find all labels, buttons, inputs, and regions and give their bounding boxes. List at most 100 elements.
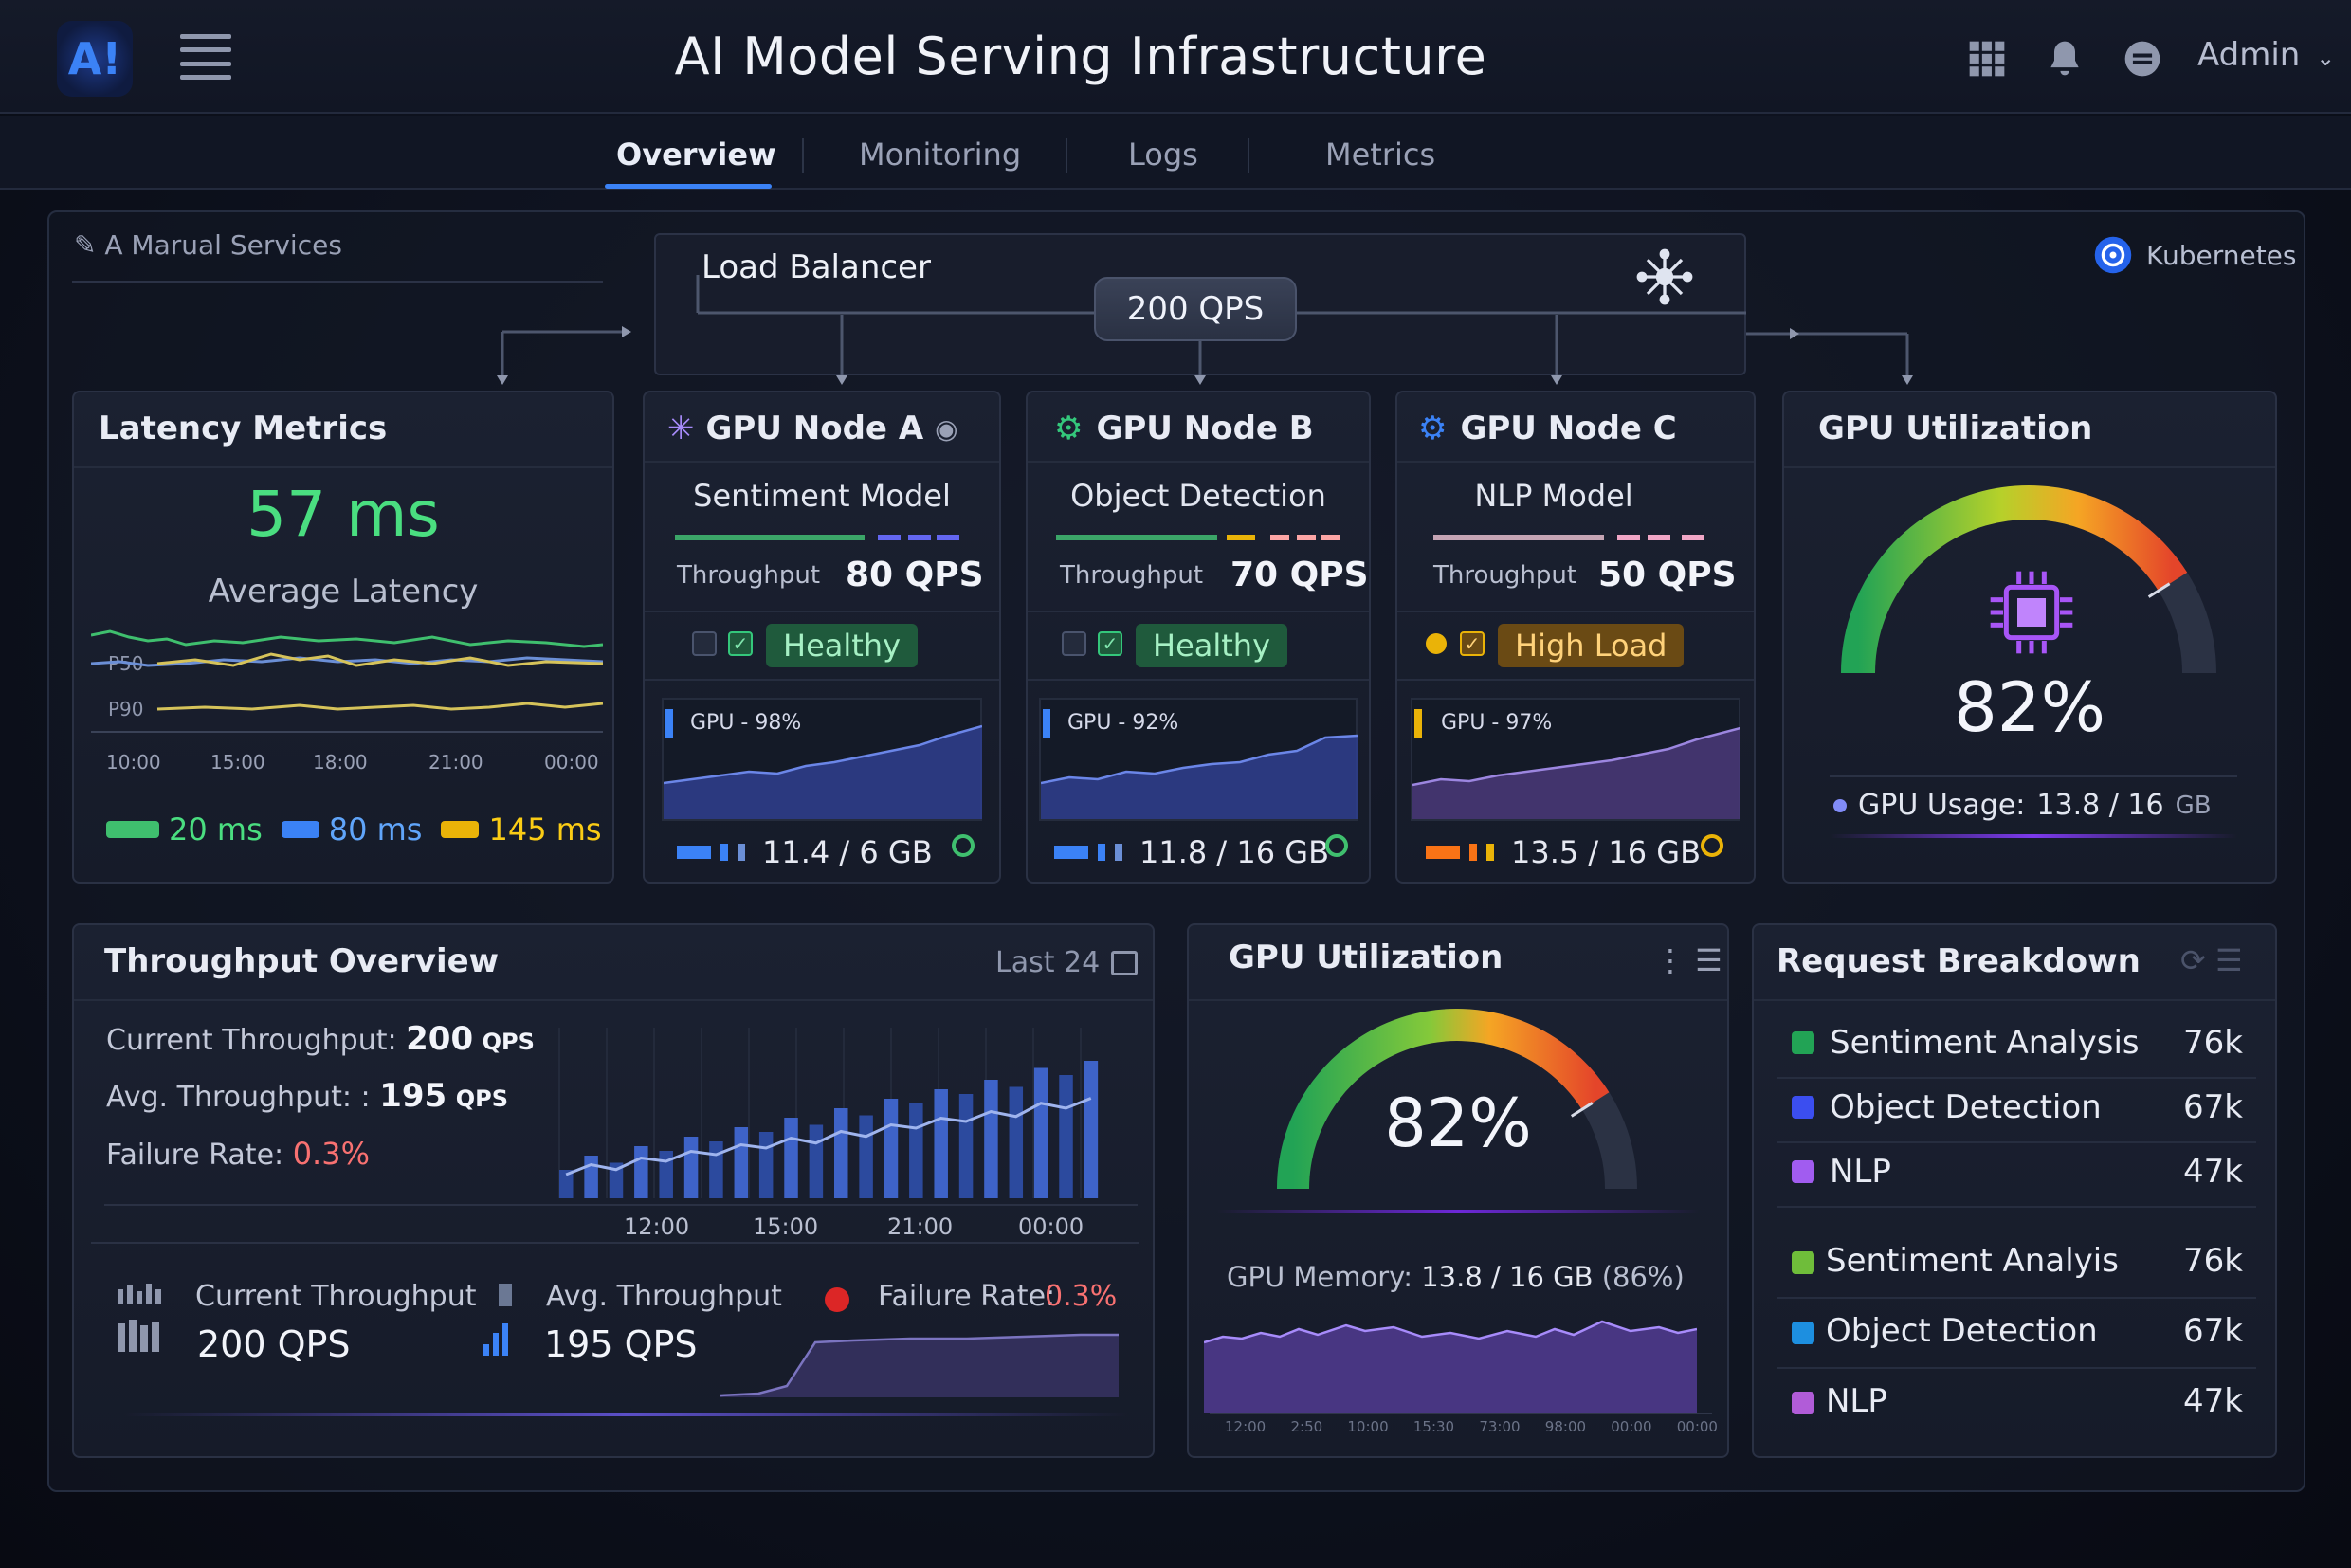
bell-icon[interactable] xyxy=(2044,38,2086,80)
gpu-node-b-checkbox[interactable] xyxy=(1062,631,1086,656)
kubernetes-badge[interactable]: Kubernetes xyxy=(2093,235,2297,275)
tab-overview[interactable]: Overview xyxy=(616,137,776,173)
time-range-selector[interactable]: Last 24 xyxy=(995,946,1139,979)
grid-icon[interactable] xyxy=(1966,38,2008,80)
kubernetes-icon xyxy=(2094,236,2132,274)
request-row[interactable]: Object Detection 67k xyxy=(1777,1081,2256,1143)
request-row[interactable]: NLP 47k xyxy=(1777,1371,2256,1439)
tab-bar xyxy=(0,116,2351,190)
tab-divider xyxy=(1066,138,1067,173)
eye-icon[interactable]: ◉ xyxy=(935,412,958,445)
gpu-node-c-progress xyxy=(1433,535,1704,540)
gpu-node-c-checkbox-checked[interactable]: ✓ xyxy=(1460,631,1485,656)
gpu-node-a-status: Healthy xyxy=(766,624,919,667)
gpu-node-b-status-icon xyxy=(1325,834,1348,857)
gpu-utilization-mid-gauge xyxy=(1277,1009,1637,1190)
chat-icon[interactable] xyxy=(2122,38,2163,80)
divider xyxy=(91,1242,1139,1244)
load-balancer-label: Load Balancer xyxy=(702,248,931,286)
gpu-node-c-accent xyxy=(1414,709,1422,738)
memory-time-tick: 15:30 xyxy=(1412,1418,1455,1435)
failure-trend-sparkline xyxy=(720,1333,1119,1397)
tab-metrics[interactable]: Metrics xyxy=(1325,137,1436,173)
throughput-bar xyxy=(1009,1086,1024,1198)
gpu-node-c-status: High Load xyxy=(1498,624,1685,667)
services-label[interactable]: ✎ A Marual Services xyxy=(74,229,342,261)
gpu-node-a-status-icon xyxy=(952,834,975,857)
gpu-node-a-checkbox[interactable] xyxy=(692,631,717,656)
failure-indicator-icon xyxy=(825,1287,849,1312)
gpu-node-a-memory: 11.4 / 6 GB xyxy=(677,834,933,870)
tab-logs[interactable]: Logs xyxy=(1128,137,1198,173)
gpu-node-c-header xyxy=(1397,392,1754,463)
legend-swatch xyxy=(1792,1031,1814,1054)
p90-label: P90 xyxy=(108,698,144,720)
gpu-node-a-checkbox-checked[interactable]: ✓ xyxy=(728,631,753,656)
throughput-header xyxy=(74,925,1153,1001)
legend-swatch xyxy=(1792,1322,1814,1344)
tab-monitoring[interactable]: Monitoring xyxy=(859,137,1022,173)
gpu-node-b-status: Healthy xyxy=(1136,624,1288,667)
glow-line xyxy=(123,1413,1128,1416)
summary-failure-label: Failure Rate: xyxy=(878,1280,1056,1313)
gpu-node-a-usage: GPU - 98% xyxy=(690,711,802,735)
request-breakdown-header xyxy=(1754,925,2275,1001)
latency-legend: 20 ms 80 ms 145 ms xyxy=(106,811,602,848)
active-tab-indicator xyxy=(605,184,772,189)
gpu-node-b-checkbox-checked[interactable]: ✓ xyxy=(1098,631,1122,656)
memory-time-tick: 00:00 xyxy=(1611,1418,1652,1435)
gear-icon: ⚙ xyxy=(1418,410,1448,447)
throughput-bar xyxy=(934,1089,948,1198)
gpu-utilization-mid-header xyxy=(1189,925,1727,1001)
gpu-utilization-gauge xyxy=(1841,485,2216,674)
request-row[interactable]: NLP 47k xyxy=(1777,1145,2256,1208)
latency-title: Latency Metrics xyxy=(99,410,388,447)
memory-time-tick: 98:00 xyxy=(1544,1418,1587,1435)
gpu-utilization-title: GPU Utilization xyxy=(1818,410,2093,447)
request-breakdown-title: Request Breakdown xyxy=(1777,942,2141,980)
gpu-node-a-throughput-label: Throughput xyxy=(677,561,821,590)
legend-swatch xyxy=(1792,1251,1814,1274)
legend-swatch xyxy=(1792,1096,1814,1119)
gpu-node-a-header xyxy=(645,392,999,463)
memory-time-tick: 12:00 xyxy=(1225,1418,1267,1435)
latency-series-blue xyxy=(91,656,603,667)
latency-time-tick: 18:00 xyxy=(313,751,368,774)
chevron-down-icon: ⌄ xyxy=(2316,45,2336,71)
throughput-bar xyxy=(758,1132,774,1198)
summary-avg-label: Avg. Throughput xyxy=(546,1280,782,1313)
request-row[interactable]: Sentiment Analyis 76k xyxy=(1777,1231,2256,1299)
gpu-node-c-area-chart xyxy=(1412,726,1740,819)
throughput-bar xyxy=(834,1108,848,1198)
latency-series-amber xyxy=(156,652,603,667)
gpu-node-c-usage: GPU - 97% xyxy=(1441,711,1553,735)
throughput-bar xyxy=(634,1146,648,1198)
summary-current-label: Current Throughput xyxy=(195,1280,477,1313)
throughput-bar xyxy=(659,1151,673,1198)
divider xyxy=(1830,775,2237,777)
gpu-usage-row: GPU Usage: 13.8 / 16 GB xyxy=(1833,789,2212,822)
throughput-bar xyxy=(859,1115,873,1198)
glow-line xyxy=(1217,1210,1699,1213)
throughput-bar xyxy=(884,1099,899,1198)
request-row[interactable]: Object Detection 67k xyxy=(1777,1301,2256,1369)
throughput-time-tick: 15:00 xyxy=(753,1213,819,1240)
menu-icon[interactable] xyxy=(180,34,231,80)
refresh-icon[interactable]: ⟳ ☰ xyxy=(2180,942,2243,978)
gpu-node-a-progress xyxy=(675,535,959,540)
request-row[interactable]: Sentiment Analysis 76k xyxy=(1777,1016,2256,1079)
latency-time-tick: 10:00 xyxy=(106,751,161,774)
throughput-bar xyxy=(1084,1061,1099,1198)
latency-panel xyxy=(72,391,614,884)
divider xyxy=(72,281,603,283)
more-menu-icon[interactable]: ⋮ ☰ xyxy=(1655,942,1722,978)
throughput-time-tick: 00:00 xyxy=(1018,1213,1084,1240)
user-menu[interactable]: Admin ⌄ xyxy=(2197,36,2335,74)
gpu-node-b-memory: 11.8 / 16 GB xyxy=(1054,834,1329,870)
app-logo[interactable]: A! xyxy=(57,21,133,97)
gpu-node-b-title: ⚙ GPU Node B xyxy=(1054,410,1314,447)
gpu-node-b-progress xyxy=(1056,535,1340,540)
latency-line-chart xyxy=(91,629,603,733)
bar-chart-icon xyxy=(118,1282,167,1358)
throughput-bar xyxy=(1033,1067,1048,1198)
